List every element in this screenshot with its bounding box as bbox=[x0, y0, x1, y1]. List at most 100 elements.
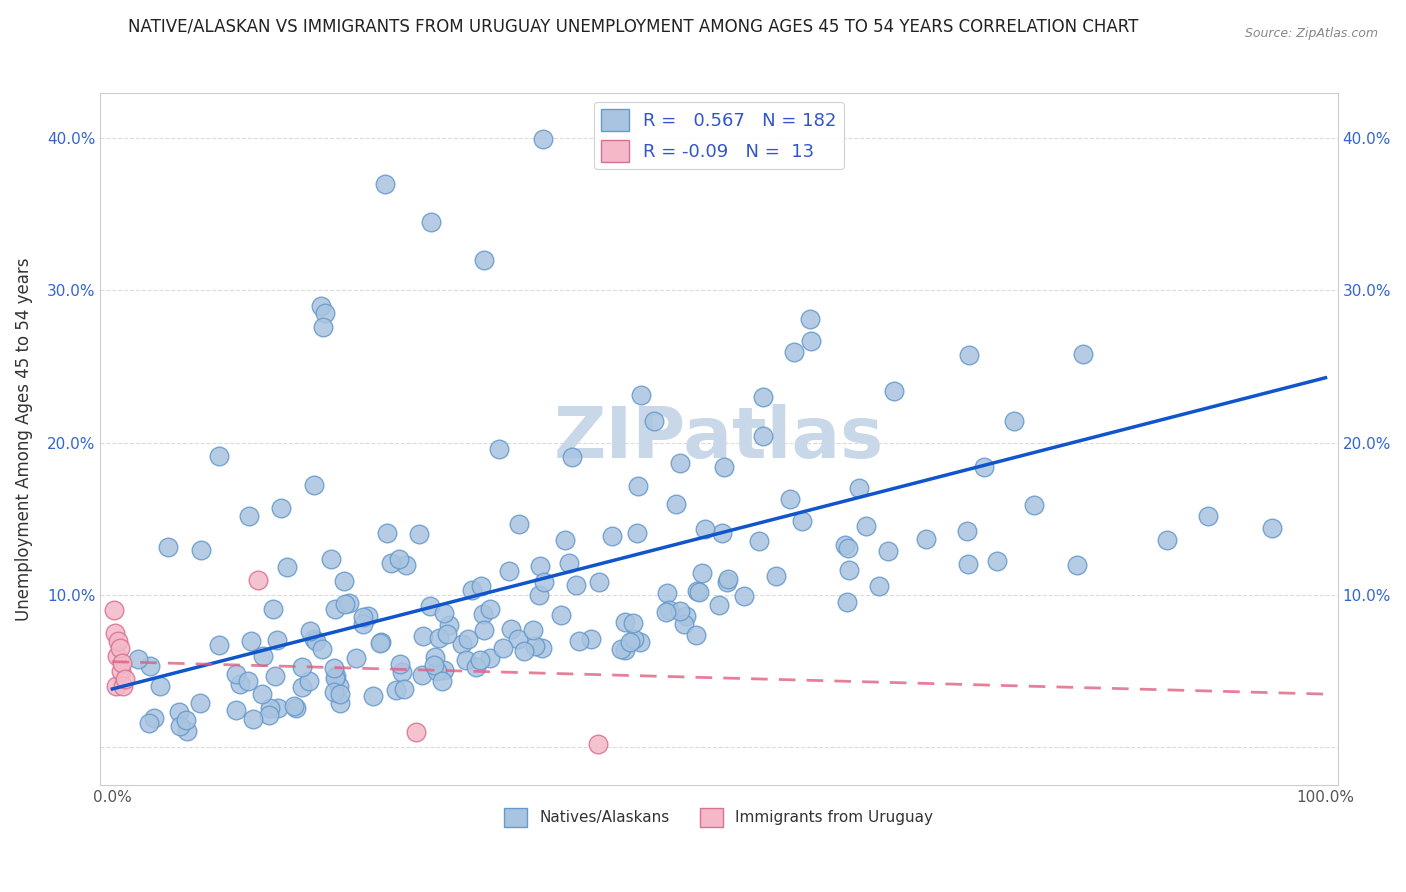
Point bbox=[370, 634, 392, 648]
Point bbox=[957, 348, 980, 362]
Point bbox=[643, 414, 665, 428]
Point bbox=[174, 713, 197, 727]
Point bbox=[1071, 347, 1094, 361]
Point bbox=[329, 696, 352, 710]
Text: NATIVE/ALASKAN VS IMMIGRANTS FROM URUGUAY UNEMPLOYMENT AMONG AGES 45 TO 54 YEARS: NATIVE/ALASKAN VS IMMIGRANTS FROM URUGUA… bbox=[128, 18, 1137, 36]
Point bbox=[529, 589, 551, 603]
Point bbox=[501, 622, 523, 636]
Point bbox=[533, 132, 555, 146]
Point bbox=[464, 660, 486, 674]
Point bbox=[717, 572, 740, 586]
Point bbox=[855, 519, 877, 533]
Point bbox=[454, 652, 477, 666]
Point bbox=[748, 534, 770, 549]
Point bbox=[236, 673, 259, 688]
Point bbox=[105, 648, 128, 663]
Point bbox=[688, 584, 710, 599]
Point bbox=[291, 660, 314, 674]
Point bbox=[522, 623, 544, 637]
Point bbox=[479, 602, 502, 616]
Point bbox=[169, 719, 191, 733]
Point bbox=[111, 657, 134, 671]
Point bbox=[474, 624, 496, 638]
Point bbox=[138, 716, 160, 731]
Point bbox=[468, 653, 491, 667]
Point bbox=[110, 664, 132, 678]
Point bbox=[450, 637, 472, 651]
Point bbox=[713, 460, 735, 475]
Point bbox=[533, 574, 555, 589]
Point bbox=[422, 658, 444, 673]
Point bbox=[436, 626, 458, 640]
Point bbox=[834, 539, 856, 553]
Point bbox=[329, 687, 352, 701]
Point bbox=[375, 526, 398, 541]
Point bbox=[568, 634, 591, 648]
Point bbox=[352, 610, 374, 624]
Point bbox=[655, 605, 678, 619]
Point bbox=[1002, 414, 1025, 428]
Point bbox=[630, 388, 652, 402]
Point bbox=[472, 252, 495, 267]
Point bbox=[139, 659, 162, 673]
Point bbox=[384, 683, 406, 698]
Point bbox=[513, 644, 536, 658]
Point bbox=[792, 514, 814, 528]
Point bbox=[432, 607, 454, 621]
Point bbox=[627, 479, 650, 493]
Point bbox=[405, 724, 427, 739]
Point bbox=[600, 529, 623, 543]
Point bbox=[328, 680, 350, 694]
Point bbox=[114, 672, 136, 686]
Point bbox=[361, 689, 384, 703]
Point bbox=[332, 574, 354, 589]
Point bbox=[554, 533, 576, 547]
Point bbox=[709, 599, 731, 613]
Point bbox=[973, 460, 995, 475]
Point bbox=[470, 579, 492, 593]
Point bbox=[208, 639, 231, 653]
Point bbox=[765, 569, 787, 583]
Point bbox=[564, 578, 586, 592]
Point bbox=[229, 677, 252, 691]
Point bbox=[986, 554, 1008, 568]
Point bbox=[304, 477, 326, 491]
Point bbox=[105, 679, 128, 693]
Point bbox=[276, 560, 298, 574]
Point bbox=[299, 624, 322, 639]
Point bbox=[868, 579, 890, 593]
Point bbox=[439, 618, 461, 632]
Point bbox=[751, 429, 773, 443]
Point bbox=[426, 664, 449, 678]
Point bbox=[298, 674, 321, 689]
Point bbox=[523, 639, 546, 653]
Point bbox=[323, 601, 346, 615]
Point bbox=[557, 556, 579, 570]
Point bbox=[344, 650, 367, 665]
Point bbox=[529, 558, 551, 573]
Point bbox=[550, 607, 572, 622]
Point bbox=[1197, 509, 1219, 524]
Point bbox=[311, 641, 333, 656]
Point bbox=[157, 541, 180, 555]
Point bbox=[103, 603, 125, 617]
Point bbox=[779, 492, 801, 507]
Point bbox=[628, 634, 651, 648]
Point bbox=[250, 686, 273, 700]
Point bbox=[423, 650, 446, 665]
Point bbox=[391, 665, 413, 679]
Point bbox=[285, 700, 308, 714]
Point bbox=[392, 682, 415, 697]
Point bbox=[325, 669, 347, 683]
Point bbox=[337, 596, 360, 610]
Point bbox=[419, 215, 441, 229]
Point bbox=[626, 526, 648, 541]
Point bbox=[112, 679, 135, 693]
Point bbox=[264, 669, 287, 683]
Point bbox=[412, 628, 434, 642]
Point bbox=[610, 641, 633, 656]
Legend: Natives/Alaskans, Immigrants from Uruguay: Natives/Alaskans, Immigrants from Urugua… bbox=[498, 802, 939, 833]
Point bbox=[259, 701, 281, 715]
Point bbox=[225, 666, 247, 681]
Point bbox=[374, 177, 396, 191]
